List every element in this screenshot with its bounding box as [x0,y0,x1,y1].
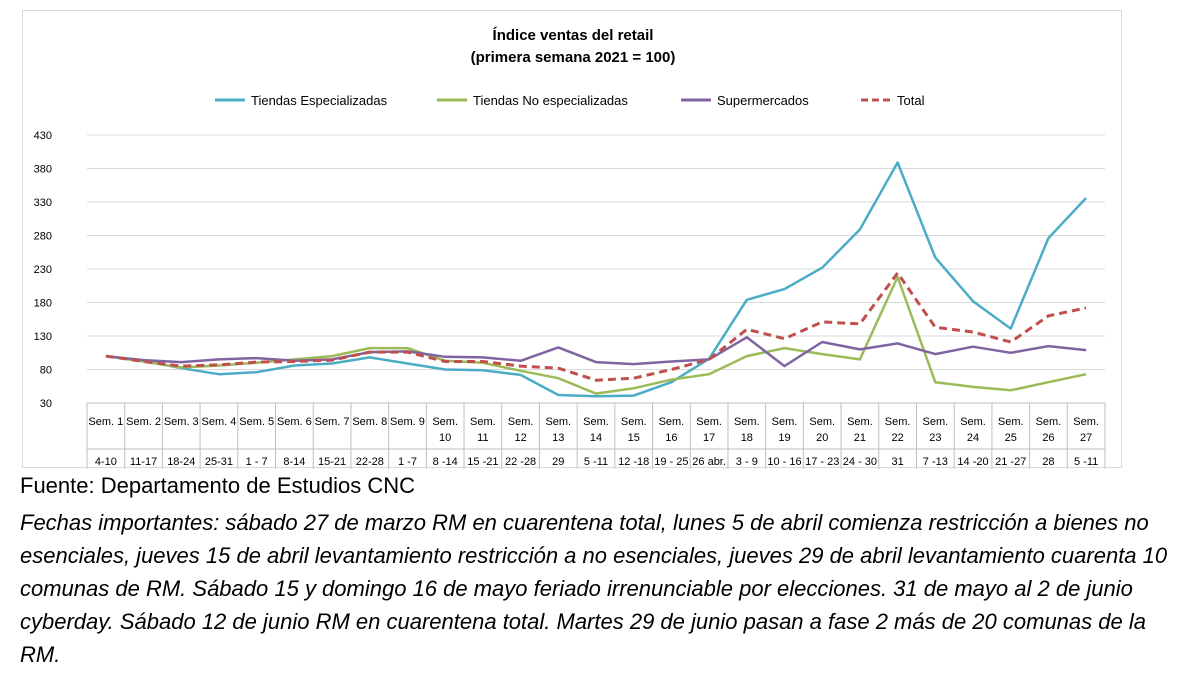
x-tick-dates-13: 29 [552,456,564,468]
line-chart: Índice ventas del retail (primera semana… [34,27,1106,469]
x-tick-week-17: Sem. 17 [696,416,722,444]
important-dates-note: Fechas importantes: sábado 27 de marzo R… [20,510,1168,667]
y-tick-label-80: 80 [40,365,52,377]
x-tick-week-27: Sem. 27 [1073,416,1099,444]
x-tick-week-20: Sem. 20 [809,416,835,444]
x-tick-dates-5: 1 - 7 [246,456,268,468]
x-tick-dates-23: 7 -13 [923,456,948,468]
x-tick-dates-21: 24 - 30 [843,456,877,468]
legend-label-4: Total [897,93,925,108]
y-axis: 30 80 130 180 230 280 330 380 430 [34,130,52,410]
x-tick-week-12: Sem. 12 [508,416,534,444]
x-tick-week-15: Sem. 15 [621,416,647,444]
x-tick-week-23: Sem. 23 [922,416,948,444]
x-tick-dates-11: 15 -21 [467,456,498,468]
x-tick-week-11: Sem. 11 [470,416,496,444]
x-tick-dates-7: 15-21 [318,456,346,468]
x-tick-week-18: Sem. 18 [734,416,760,444]
x-axis: Sem. 1 4-10 Sem. 2 11-17 Sem. 3 18-24 Sem. 4 25… [86,402,1106,469]
chart-area: Índice ventas del retail (primera semana… [22,10,1122,469]
x-tick-week-14: Sem. 14 [583,416,609,444]
x-tick-dates-8: 22-28 [356,456,384,468]
x-tick-dates-4: 25-31 [205,456,233,468]
x-tick-dates-17: 26 abr. [692,456,726,468]
x-tick-dates-18: 3 - 9 [736,456,758,468]
x-tick-dates-10: 8 -14 [433,456,458,468]
y-tick-label-30: 30 [40,398,52,410]
x-tick-dates-19: 10 - 16 [767,456,801,468]
x-tick-week-22: Sem. 22 [885,416,911,444]
x-tick-dates-2: 11-17 [130,456,157,468]
x-tick-week-19: Sem. 19 [772,416,798,444]
x-tick-dates-20: 17 - 23 [805,456,839,468]
x-tick-week-1: Sem. 1 [88,416,123,428]
x-tick-dates-12: 22 -28 [505,456,536,468]
chart-subtitle: (primera semana 2021 = 100) [471,49,676,66]
x-tick-dates-27: 5 -11 [1074,456,1098,468]
x-tick-week-8: Sem. 8 [352,416,387,428]
x-tick-dates-6: 8-14 [283,456,305,468]
x-tick-week-25: Sem. 25 [998,416,1024,444]
legend-label-2: Tiendas No especializadas [473,93,628,108]
x-tick-week-16: Sem. 16 [659,416,685,444]
x-tick-week-26: Sem. 26 [1036,416,1062,444]
x-tick-week-24: Sem. 24 [960,416,986,444]
x-tick-week-3: Sem. 3 [164,416,199,428]
y-tick-label-130: 130 [34,331,52,343]
chart-title: Índice ventas del retail [493,27,654,44]
y-tick-label-230: 230 [34,264,52,276]
x-tick-dates-16: 19 - 25 [654,456,688,468]
x-tick-week-21: Sem. 21 [847,416,873,444]
chart-legend: Tiendas Especializadas Tiendas No especia… [215,93,925,108]
legend-label-1: Tiendas Especializadas [251,93,388,108]
x-tick-week-4: Sem. 4 [202,416,237,428]
x-tick-dates-1: 4-10 [95,456,117,468]
x-tick-week-10: Sem. 10 [432,416,458,444]
series-line-4 [105,271,1087,382]
x-tick-dates-24: 14 -20 [957,456,988,468]
x-tick-dates-15: 12 -18 [618,456,649,468]
x-tick-dates-26: 28 [1042,456,1054,468]
series-layer [105,161,1088,398]
y-tick-label-280: 280 [34,231,52,243]
x-tick-week-5: Sem. 5 [239,416,274,428]
y-tick-label-180: 180 [34,298,52,310]
legend-label-3: Supermercados [717,93,809,108]
x-tick-dates-25: 21 -27 [995,456,1026,468]
x-tick-dates-22: 31 [892,456,904,468]
x-tick-week-9: Sem. 9 [390,416,425,428]
y-tick-label-380: 380 [34,164,52,176]
y-tick-label-330: 330 [34,197,52,209]
series-line-2 [105,275,1087,395]
x-tick-dates-9: 1 -7 [398,456,417,468]
source-note: Fuente: Departamento de Estudios CNC [20,473,415,498]
x-tick-week-2: Sem. 2 [126,416,161,428]
x-tick-week-6: Sem. 6 [277,416,312,428]
x-tick-dates-14: 5 -11 [584,456,608,468]
x-tick-week-13: Sem. 13 [545,416,571,444]
y-tick-label-430: 430 [34,130,52,142]
series-line-3 [105,336,1087,368]
x-tick-dates-3: 18-24 [167,456,195,468]
x-tick-week-7: Sem. 7 [315,416,350,428]
